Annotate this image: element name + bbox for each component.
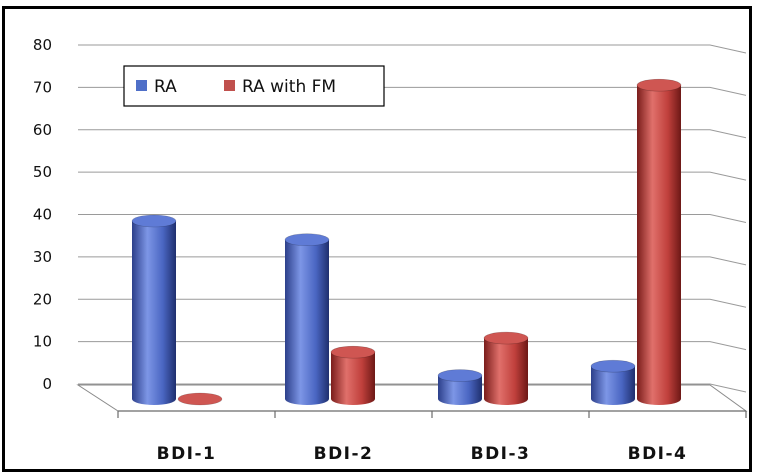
bar-body bbox=[132, 221, 176, 405]
bar-top bbox=[590, 359, 636, 373]
bar-ra-with-fm-bdi-1 bbox=[177, 392, 223, 406]
gridline bbox=[78, 44, 747, 54]
bar-top bbox=[330, 345, 376, 359]
bar-ra-with-fm-bdi-4 bbox=[636, 78, 682, 405]
gridline bbox=[78, 171, 747, 181]
y-tick-label: 30 bbox=[33, 248, 52, 266]
legend: RA RA with FM bbox=[123, 65, 385, 107]
x-tick-label: BDI-2 bbox=[314, 444, 374, 464]
bar-top bbox=[131, 214, 177, 228]
y-tick-label: 60 bbox=[33, 121, 52, 139]
legend-label: RA with FM bbox=[242, 77, 336, 97]
legend-label: RA bbox=[154, 77, 177, 97]
gridline bbox=[78, 129, 747, 139]
x-tick-label: BDI-1 bbox=[157, 444, 217, 464]
bar-body bbox=[438, 375, 482, 405]
bars bbox=[131, 78, 682, 406]
labels: 0 10 20 30 40 50 60 70 80 BDI-1 BDI-2 BDI-3 BDI-4 bbox=[33, 36, 688, 464]
bar-ra-with-fm-bdi-3 bbox=[483, 331, 529, 405]
gridline bbox=[78, 214, 747, 223]
y-tick-label: 20 bbox=[33, 290, 52, 308]
y-tick-label: 80 bbox=[33, 36, 52, 54]
legend-swatch bbox=[136, 80, 147, 91]
bar-ra-bdi-1 bbox=[131, 214, 177, 405]
x-tick-label: BDI-4 bbox=[628, 444, 688, 464]
legend-box bbox=[123, 65, 385, 107]
bar-top bbox=[437, 369, 483, 382]
y-tick-label: 70 bbox=[33, 78, 52, 96]
bar-ra-bdi-2 bbox=[284, 233, 330, 405]
y-tick-label: 50 bbox=[33, 163, 52, 181]
bar-top bbox=[284, 233, 330, 247]
x-tick-label: BDI-3 bbox=[471, 444, 531, 464]
bar-body bbox=[591, 366, 635, 405]
y-tick-label: 0 bbox=[42, 375, 52, 393]
legend-swatch bbox=[224, 80, 235, 91]
bar-ra-bdi-3 bbox=[437, 369, 483, 405]
bar-top bbox=[177, 392, 223, 406]
bar-body bbox=[331, 352, 375, 405]
bar-ra-with-fm-bdi-2 bbox=[330, 345, 376, 405]
bar-body bbox=[637, 85, 681, 405]
y-tick-label: 10 bbox=[33, 333, 52, 351]
bar-ra-bdi-4 bbox=[590, 359, 636, 405]
y-tick-label: 40 bbox=[33, 206, 52, 224]
bar-body bbox=[285, 239, 329, 405]
bar-top bbox=[483, 331, 529, 345]
bar-body bbox=[484, 338, 528, 405]
bar-top bbox=[636, 78, 682, 92]
